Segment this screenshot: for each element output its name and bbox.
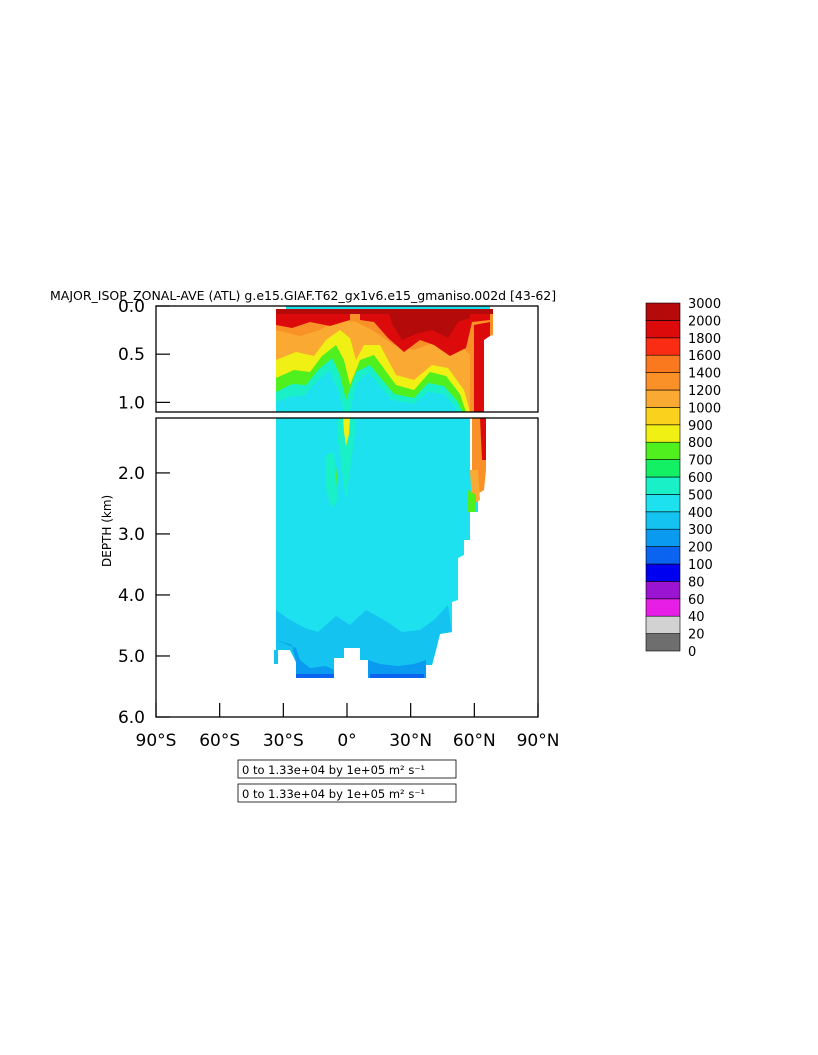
field-cyan-surface-strip: [286, 306, 490, 309]
upper-panel-frame: [155, 305, 539, 413]
colorbar-swatch: [645, 459, 681, 478]
annotation-box-2: 0 to 1.33e+04 by 1e+05 m² s⁻¹: [237, 783, 457, 803]
y-tick-label: 2.0: [118, 464, 145, 484]
colorbar-swatch: [645, 302, 681, 321]
field-cyan-upper-2: [350, 372, 458, 412]
field-yellow-equator: [343, 418, 350, 446]
colorbar-label: 300: [688, 523, 713, 538]
field-north-green: [468, 490, 476, 512]
colorbar-label: 60: [688, 593, 705, 608]
chart-title: MAJOR_ISOP_ZONAL-AVE (ATL) g.e15.GIAF.T6…: [50, 288, 556, 303]
field-north-red: [480, 418, 486, 460]
field-cyan-upper: [276, 370, 344, 412]
field-lightblue-bottom: [276, 605, 452, 678]
colorbar-label: 2000: [688, 314, 721, 329]
colorbar-swatch: [645, 372, 681, 391]
colorbar-swatch: [645, 337, 681, 356]
field-blue-floor-line: [296, 674, 334, 678]
annotation-text-1: 0 to 1.33e+04 by 1e+05 m² s⁻¹: [242, 763, 425, 777]
colorbar-label: 1600: [688, 349, 721, 364]
field-blue-floor: [276, 640, 334, 678]
colorbar-label: 0: [688, 645, 696, 660]
y-tick-label: 5.0: [118, 647, 145, 667]
x-axis: 90°S 60°S 30°S 0° 30°N 60°N 90°N: [136, 703, 560, 751]
colorbar-swatch: [645, 598, 681, 617]
x-tick-label: 60°S: [199, 731, 240, 751]
colorbar: 0 20 40 60 80 100 200 300 400 500 600 700 800 900 1000…: [645, 297, 721, 660]
x-tick-label: 0°: [337, 731, 356, 751]
lower-y-axis: 2.0 3.0 4.0 5.0 6.0: [118, 464, 170, 728]
x-tick-label: 90°N: [517, 731, 560, 751]
colorbar-label: 900: [688, 419, 713, 434]
colorbar-swatch: [645, 615, 681, 634]
colorbar-label: 40: [688, 610, 705, 625]
colorbar-label: 100: [688, 558, 713, 573]
y-tick-label: 3.0: [118, 525, 145, 545]
colorbar-swatch: [645, 424, 681, 443]
field-cyan-equator: [338, 418, 356, 500]
colorbar-label: 1200: [688, 384, 721, 399]
colorbar-swatch: [645, 511, 681, 530]
colorbar-label: 3000: [688, 297, 721, 312]
colorbar-swatch: [645, 581, 681, 600]
field-blue-floor-2: [368, 660, 426, 678]
colorbar-label: 20: [688, 628, 705, 643]
colorbar-label: 1800: [688, 332, 721, 347]
colorbar-label: 1000: [688, 401, 721, 416]
y-tick-label: 6.0: [118, 708, 145, 728]
colorbar-label: 800: [688, 436, 713, 451]
colorbar-swatch: [645, 528, 681, 547]
colorbar-swatch: [645, 546, 681, 565]
colorbar-label: 200: [688, 541, 713, 556]
colorbar-label: 1400: [688, 367, 721, 382]
field-teal-patch: [326, 452, 338, 508]
upper-panel-field: [276, 306, 493, 412]
x-tick-label: 30°S: [263, 731, 304, 751]
colorbar-label: 600: [688, 471, 713, 486]
colorbar-swatch: [645, 407, 681, 426]
y-axis-label: DEPTH (km): [100, 495, 114, 567]
colorbar-swatch: [645, 441, 681, 460]
colorbar-label: 400: [688, 506, 713, 521]
field-south-edge: [274, 650, 278, 664]
colorbar-swatch: [645, 563, 681, 582]
field-blue-floor-line-2: [370, 674, 424, 678]
x-tick-label: 30°N: [389, 731, 432, 751]
field-red-north: [474, 322, 490, 412]
field-darkred-core: [388, 309, 470, 340]
annotation-box-1: 0 to 1.33e+04 by 1e+05 m² s⁻¹: [237, 759, 457, 779]
annotation-text-2: 0 to 1.33e+04 by 1e+05 m² s⁻¹: [242, 787, 425, 801]
colorbar-label: 80: [688, 575, 705, 590]
colorbar-swatch: [645, 494, 681, 513]
field-darkred-surface: [276, 309, 493, 314]
colorbar-label: 700: [688, 454, 713, 469]
y-tick-label: 4.0: [118, 586, 145, 606]
colorbar-swatch: [645, 389, 681, 408]
colorbar-swatch: [645, 320, 681, 339]
colorbar-swatch: [645, 354, 681, 373]
upper-y-axis: 0.0 0.5 1.0: [118, 297, 170, 413]
colorbar-label: 500: [688, 488, 713, 503]
colorbar-swatch: [645, 476, 681, 495]
colorbar-swatch: [645, 633, 681, 652]
y-tick-label: 1.0: [118, 393, 145, 413]
y-tick-label: 0.0: [118, 297, 145, 317]
x-tick-label: 90°S: [136, 731, 177, 751]
y-tick-label: 0.5: [118, 345, 145, 365]
x-tick-label: 60°N: [453, 731, 496, 751]
lower-panel-field: [274, 418, 486, 678]
